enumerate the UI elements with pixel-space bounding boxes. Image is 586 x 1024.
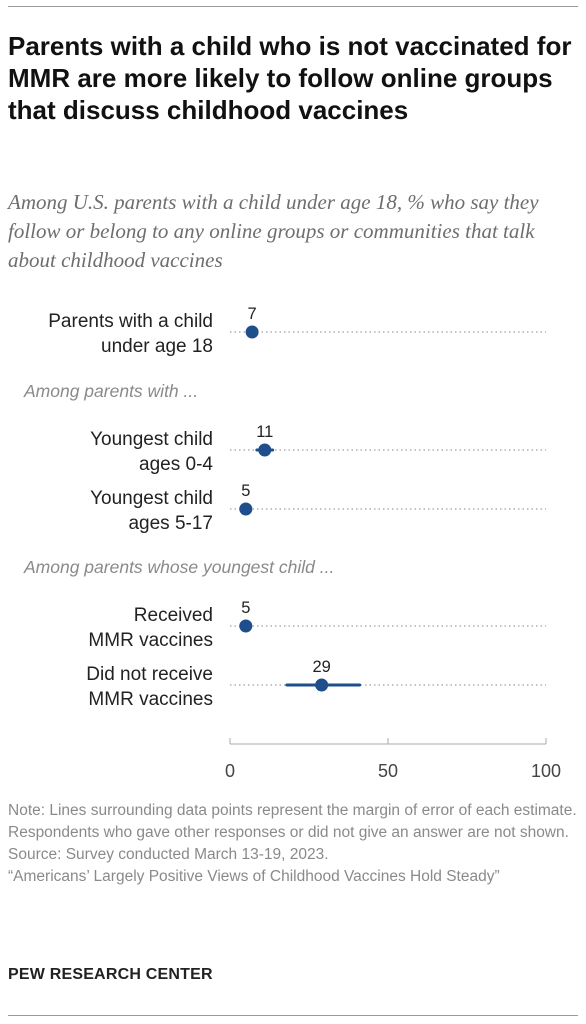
dot-plot-chart: Parents with a child under age 18 7 Among p… — [23, 305, 561, 781]
top-rule — [8, 6, 578, 7]
brand-logo-text: PEW RESEARCH CENTER — [8, 966, 213, 983]
data-point — [258, 443, 272, 457]
row-label: Parents with a child — [48, 311, 213, 332]
row-label: under age 18 — [101, 336, 213, 357]
data-point — [239, 502, 253, 516]
row-label: MMR vaccines — [88, 689, 213, 710]
x-tick-label: 100 — [531, 761, 561, 781]
report-title: “Americans’ Largely Positive Views of Ch… — [8, 868, 500, 885]
row-label: Youngest child — [90, 429, 213, 450]
x-tick-label: 50 — [378, 761, 398, 781]
row-label: Received — [134, 605, 213, 626]
row-label: ages 5-17 — [128, 513, 213, 534]
data-point — [239, 619, 253, 633]
row-label: ages 0-4 — [139, 454, 213, 475]
section-label: Among parents whose youngest child ... — [23, 557, 334, 577]
chart-title: Parents with a child who is not vaccinat… — [8, 31, 572, 125]
source-text: Source: Survey conducted March 13-19, 20… — [8, 846, 329, 863]
row-label: Youngest child — [90, 488, 213, 509]
row-label: MMR vaccines — [88, 630, 213, 651]
data-label: 29 — [312, 658, 330, 676]
note-text: Note: Lines surrounding data points repr… — [8, 802, 577, 841]
row-label: Did not receive — [86, 664, 213, 685]
data-point — [315, 678, 329, 692]
bottom-rule — [8, 1015, 578, 1016]
section-label: Among parents with ... — [23, 381, 198, 401]
chart-subtitle: Among U.S. parents with a child under ag… — [8, 190, 539, 272]
data-point — [245, 325, 259, 339]
data-label: 7 — [248, 305, 257, 323]
chart-footer: Note: Lines surrounding data points repr… — [8, 800, 578, 888]
x-tick-label: 0 — [225, 761, 235, 781]
data-label: 5 — [241, 599, 250, 617]
data-label: 5 — [241, 482, 250, 500]
data-label: 11 — [256, 423, 273, 441]
